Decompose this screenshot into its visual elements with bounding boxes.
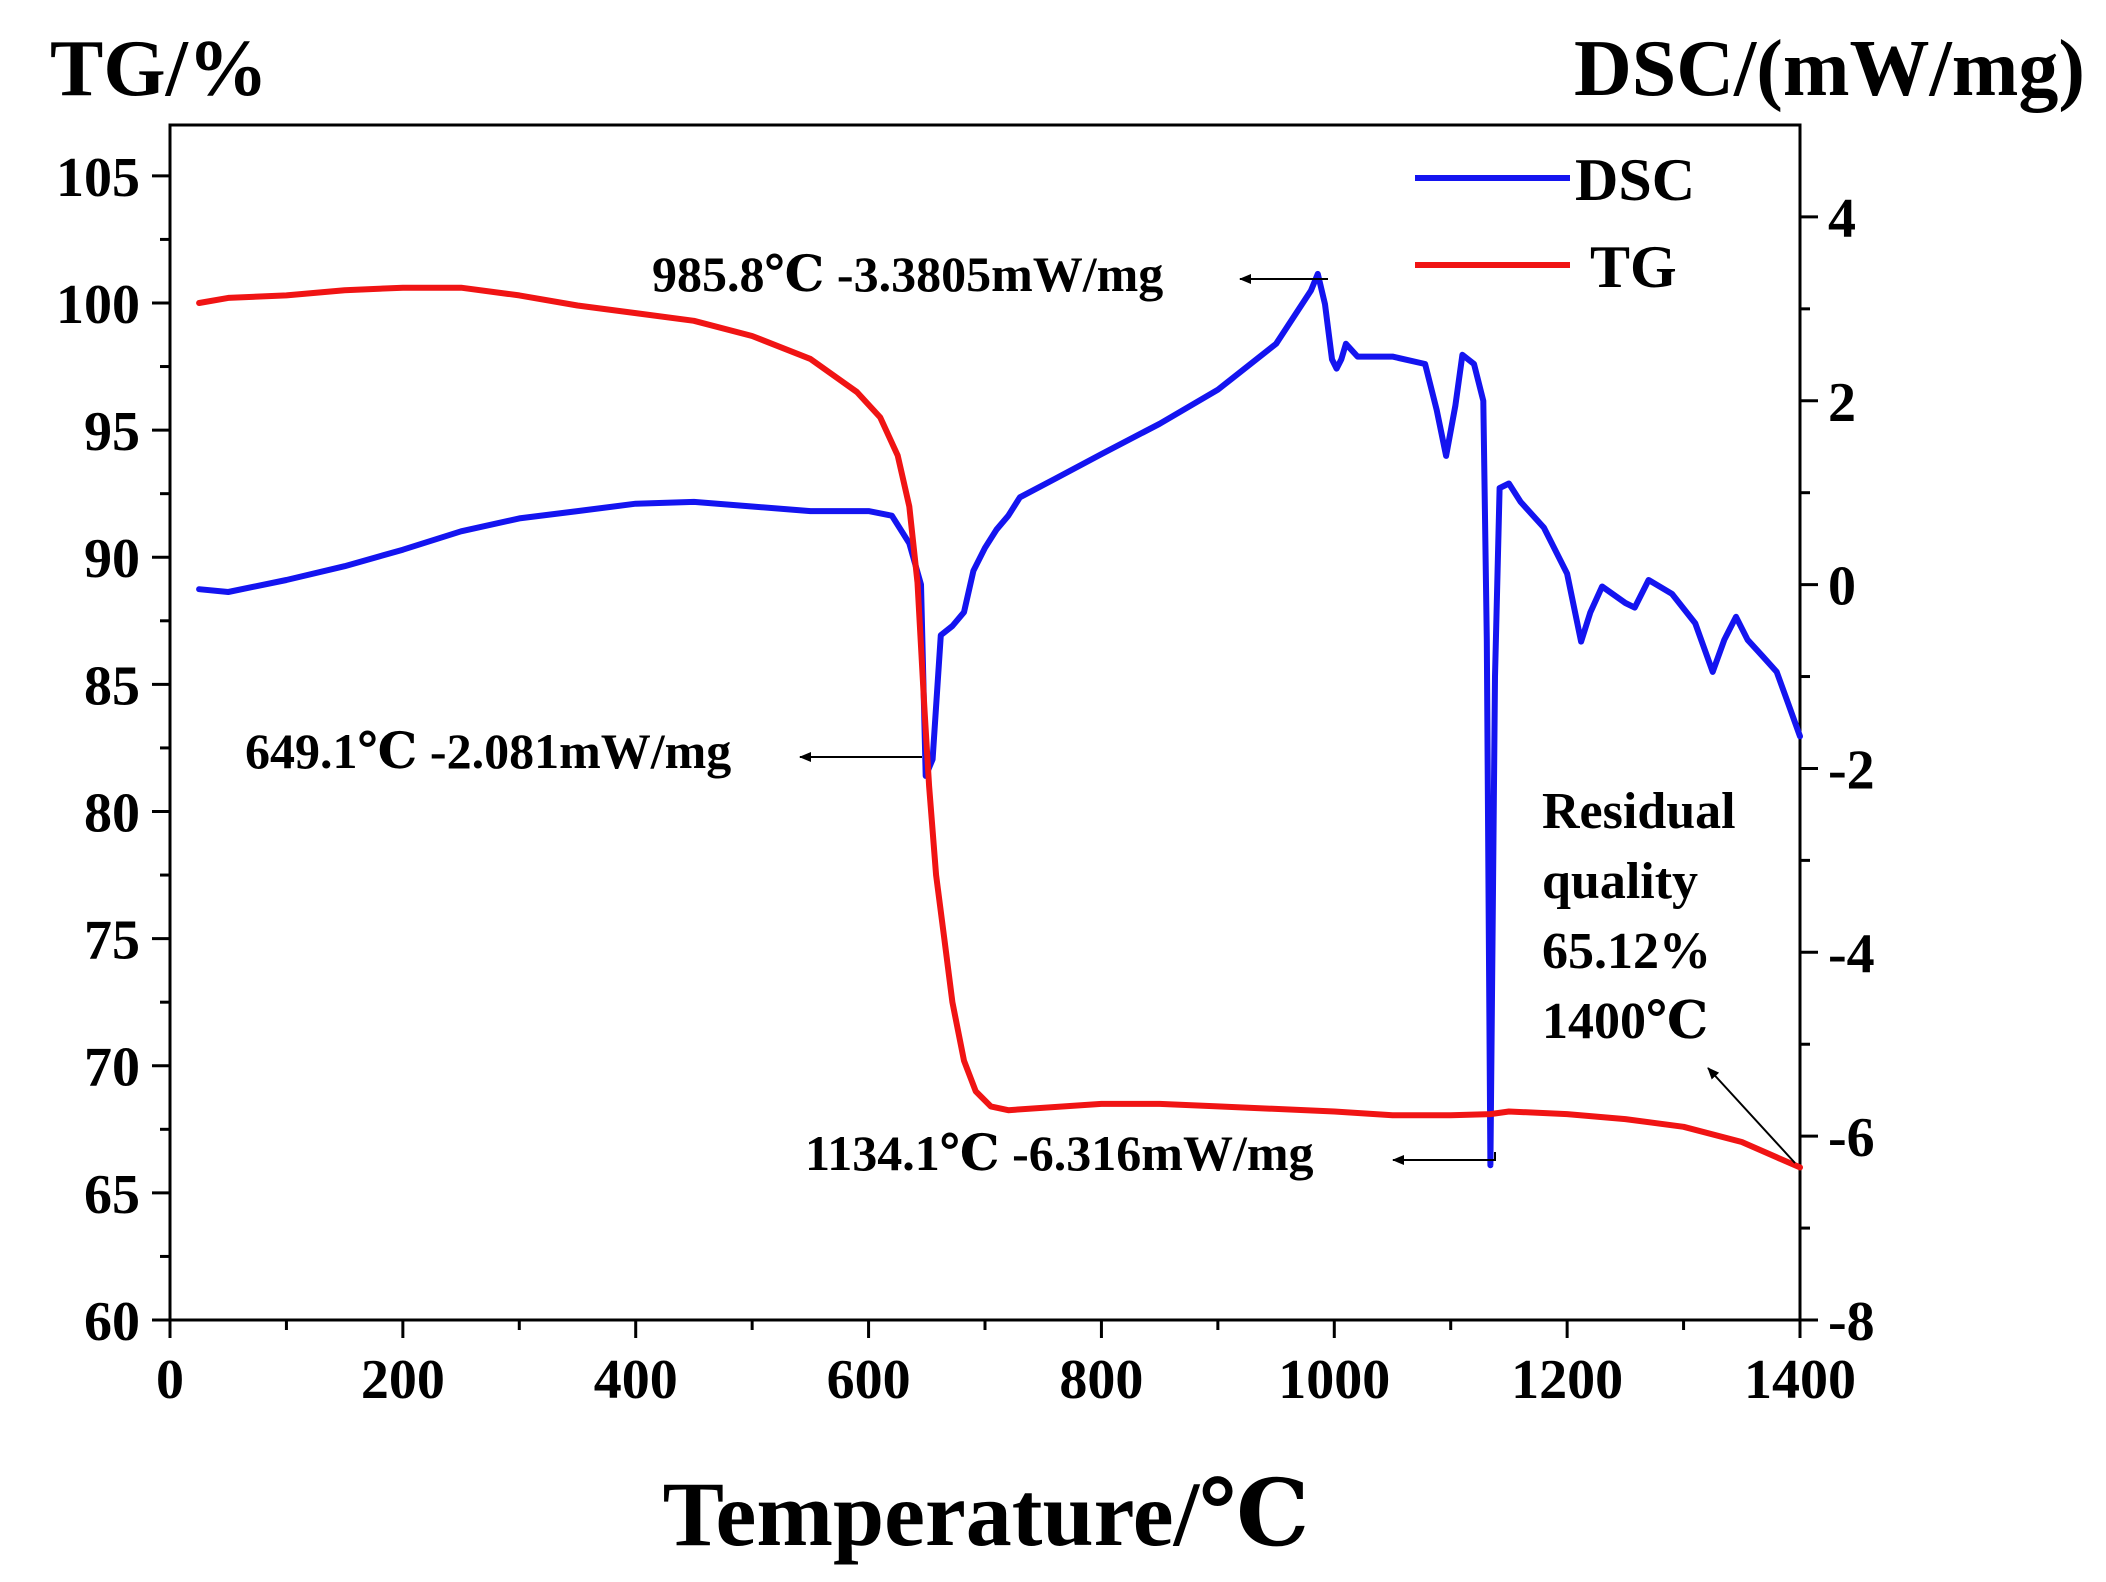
residual-line-1: Residual (1542, 783, 1736, 840)
series-tg-line (196, 284, 1803, 1171)
y-left-tick-label: 100 (56, 274, 140, 336)
y-right-tick-label: -2 (1828, 739, 1875, 801)
x-tick-label: 200 (361, 1349, 445, 1411)
residual-line-2: quality (1542, 853, 1698, 910)
residual-line-3: 65.12% (1542, 923, 1711, 980)
series-dsc-line (196, 270, 1803, 1169)
y-left-tick-label: 70 (84, 1037, 140, 1099)
y-left-tick-label: 105 (56, 147, 140, 209)
y-right-tick-label: -6 (1828, 1107, 1875, 1169)
x-tick-label: 1200 (1511, 1349, 1623, 1411)
x-tick-label: 1400 (1744, 1349, 1856, 1411)
y-left-tick-label: 65 (84, 1164, 140, 1226)
annotation-peak-649: 649.1℃ -2.081mW/mg (245, 723, 731, 779)
x-axis-title: Temperature/℃ (663, 1463, 1310, 1565)
annotation-peak-1134: 1134.1℃ -6.316mW/mg (805, 1125, 1314, 1181)
residual-arrow (1707, 1067, 1796, 1164)
x-tick-label: 0 (156, 1349, 184, 1411)
legend-label-tg: TG (1590, 234, 1677, 300)
annotations: 985.8℃ -3.3805mW/mg 649.1℃ -2.081mW/mg 1… (245, 246, 1796, 1181)
y-left-tick-label: 80 (84, 782, 140, 844)
y-left-tick-label: 60 (84, 1291, 140, 1353)
y-right-tick-label: -4 (1828, 923, 1875, 985)
y-right-tick-label: 0 (1828, 556, 1856, 618)
y-left-tick-label: 90 (84, 528, 140, 590)
y-left-tick-label: 95 (84, 401, 140, 463)
residual-line-4: 1400℃ (1542, 993, 1708, 1050)
y-right-tick-label: 2 (1828, 372, 1856, 434)
x-tick-label: 600 (827, 1349, 911, 1411)
annotation-peak-985: 985.8℃ -3.3805mW/mg (652, 246, 1163, 302)
y-right-tick-label: -8 (1828, 1291, 1875, 1353)
y-right-tick-label: 4 (1828, 188, 1856, 250)
x-tick-label: 400 (594, 1349, 678, 1411)
y-left-tick-label: 85 (84, 655, 140, 717)
legend-label-dsc: DSC (1575, 147, 1695, 213)
x-tick-label: 1000 (1278, 1349, 1390, 1411)
x-tick-label: 800 (1059, 1349, 1143, 1411)
tick-layer: 0 200 400 600 800 1000 1200 1400606570758085909… (56, 147, 1875, 1411)
annotation-arrow-1134 (1392, 1152, 1496, 1165)
series-layer (196, 270, 1803, 1171)
legend: DSC TG (1415, 147, 1695, 300)
left-axis-title: TG/% (50, 25, 268, 113)
y-left-tick-label: 75 (84, 910, 140, 972)
right-axis-title: DSC/(mW/mg) (1574, 25, 2085, 113)
